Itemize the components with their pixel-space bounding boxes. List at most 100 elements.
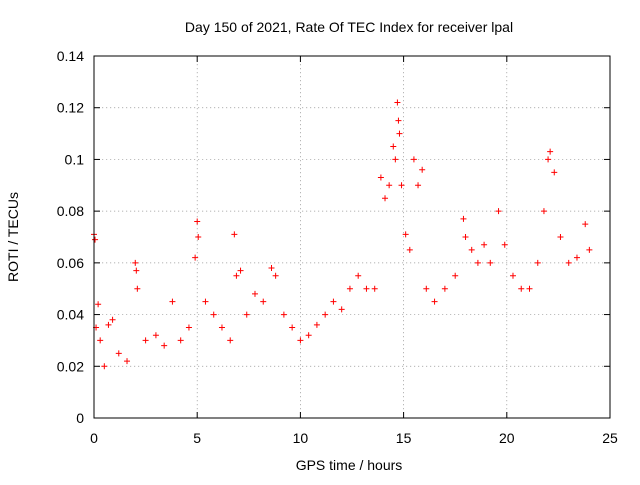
- data-point: [161, 342, 168, 349]
- axis-ticks: 0 5 10 15 20 25 0 0.02 0.04 0.06 0.08 0.1 0.12 0.14: [57, 48, 618, 446]
- data-point: [115, 350, 122, 357]
- data-point: [406, 246, 413, 253]
- x-tick-label: 0: [90, 430, 98, 446]
- data-point: [280, 311, 287, 318]
- data-point: [551, 169, 558, 176]
- grid: [94, 56, 610, 418]
- data-point: [547, 148, 554, 155]
- data-point: [169, 298, 176, 305]
- data-point: [185, 324, 192, 331]
- data-point: [231, 231, 238, 238]
- data-point: [237, 267, 244, 274]
- data-point: [582, 221, 589, 228]
- data-point: [382, 195, 389, 202]
- data-point: [218, 324, 225, 331]
- data-point: [272, 272, 279, 279]
- data-point: [441, 285, 448, 292]
- plot-frame: [93, 55, 611, 419]
- data-point: [227, 337, 234, 344]
- y-tick-label: 0.14: [57, 48, 84, 64]
- data-point: [462, 234, 469, 240]
- data-point: [243, 311, 250, 318]
- data-point: [509, 272, 516, 279]
- y-tick-label: 0.08: [57, 203, 84, 219]
- data-point: [392, 156, 399, 163]
- data-point: [97, 337, 104, 344]
- data-point: [565, 259, 572, 266]
- data-point: [371, 285, 378, 292]
- data-point: [545, 156, 552, 163]
- data-point: [487, 259, 494, 266]
- y-tick-label: 0.12: [57, 100, 84, 116]
- data-point: [346, 285, 353, 292]
- data-points: [91, 99, 593, 370]
- data-point: [363, 285, 370, 292]
- data-point: [109, 316, 116, 323]
- data-point: [534, 259, 541, 266]
- data-point: [390, 143, 397, 150]
- data-point: [268, 265, 275, 272]
- data-point: [394, 99, 401, 106]
- data-point: [557, 234, 564, 240]
- data-point: [415, 182, 422, 189]
- data-point: [330, 298, 337, 305]
- data-point: [396, 130, 403, 137]
- y-tick-label: 0.04: [57, 307, 84, 323]
- chart-title: Day 150 of 2021, Rate Of TEC Index for r…: [185, 19, 513, 35]
- data-point: [481, 241, 488, 248]
- data-point: [289, 324, 296, 331]
- data-point: [134, 285, 141, 292]
- data-point: [124, 358, 131, 365]
- data-point: [210, 311, 217, 318]
- data-point: [398, 182, 405, 189]
- data-point: [410, 156, 417, 163]
- y-axis-label: ROTI / TECUs: [5, 192, 21, 282]
- data-point: [233, 272, 240, 279]
- y-tick-label: 0.02: [57, 358, 84, 374]
- data-point: [142, 337, 149, 344]
- x-tick-label: 10: [293, 430, 309, 446]
- data-point: [133, 267, 140, 274]
- data-point: [152, 332, 159, 339]
- data-point: [105, 321, 112, 328]
- data-point: [474, 259, 481, 266]
- data-point: [338, 306, 345, 313]
- data-point: [377, 174, 384, 181]
- data-point: [423, 285, 430, 292]
- data-point: [402, 231, 409, 238]
- data-point: [305, 332, 312, 339]
- data-point: [395, 117, 402, 124]
- data-point: [526, 285, 533, 292]
- data-point: [251, 290, 258, 297]
- y-tick-label: 0.06: [57, 255, 84, 271]
- data-point: [101, 363, 108, 370]
- data-point: [573, 254, 580, 261]
- data-point: [195, 234, 202, 240]
- data-point: [132, 259, 139, 266]
- y-tick-label: 0: [76, 410, 84, 426]
- data-point: [92, 236, 99, 243]
- data-point: [586, 246, 593, 253]
- data-point: [192, 254, 199, 261]
- y-tick-label: 0.1: [65, 151, 85, 167]
- data-point: [495, 208, 502, 215]
- data-point: [177, 337, 184, 344]
- x-axis-label: GPS time / hours: [296, 457, 403, 473]
- data-point: [468, 246, 475, 253]
- x-tick-label: 15: [396, 430, 412, 446]
- data-point: [431, 298, 438, 305]
- data-point: [386, 182, 393, 189]
- data-point: [260, 298, 267, 305]
- data-point: [460, 215, 467, 222]
- data-point: [452, 272, 459, 279]
- x-tick-label: 25: [602, 430, 618, 446]
- data-point: [194, 218, 201, 225]
- data-point: [313, 321, 320, 328]
- data-point: [297, 337, 304, 344]
- x-tick-label: 5: [193, 430, 201, 446]
- data-point: [540, 208, 547, 215]
- data-point: [501, 241, 508, 248]
- data-point: [419, 166, 426, 173]
